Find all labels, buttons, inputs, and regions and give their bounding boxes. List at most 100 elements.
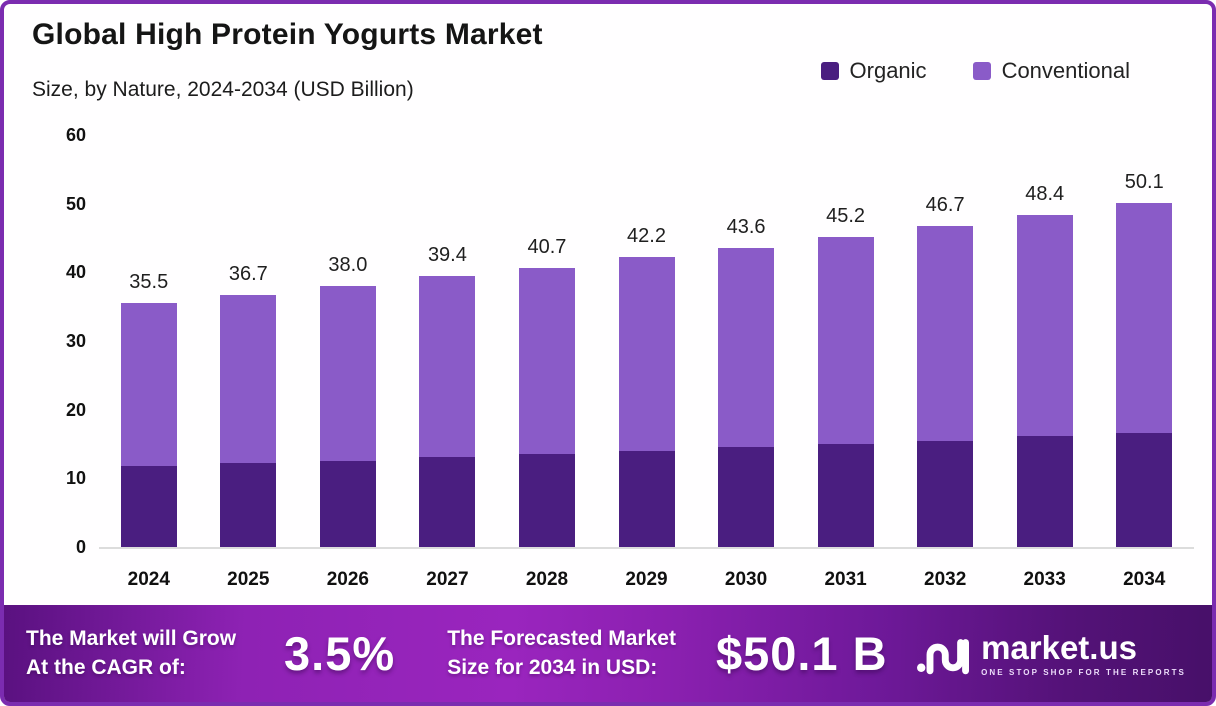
cagr-value: 3.5% (284, 627, 396, 680)
x-tick-label: 2032 (924, 569, 967, 590)
brand-text: market.us One Stop Shop For The Reports (981, 631, 1186, 677)
bar-segment-conventional (1116, 203, 1173, 433)
bar-total-label: 46.7 (925, 194, 965, 217)
x-tick-label: 2025 (227, 569, 270, 590)
legend-item-organic: Organic (820, 58, 927, 84)
bar-column: 38.0 (298, 137, 398, 547)
x-tick-label: 2033 (1023, 569, 1066, 590)
brand-logo: market.us One Stop Shop For The Reports (917, 631, 1186, 677)
bar-segment-conventional (817, 236, 874, 444)
bar-segment-conventional (718, 247, 775, 448)
bar-segment-organic (419, 457, 476, 547)
y-tick-label: 60 (65, 125, 86, 145)
legend-label-conventional: Conventional (1001, 58, 1130, 83)
forecast-label: The Forecasted Market Size for 2034 in U… (447, 625, 676, 683)
bar-column: 40.7 (497, 137, 597, 547)
cagr-label: The Market will Grow At the CAGR of: (26, 625, 236, 683)
bar-segment-organic (917, 440, 974, 547)
bar-column: 45.2 (796, 137, 896, 547)
bar-segment-conventional (419, 276, 476, 457)
footer-banner: The Market will Grow At the CAGR of: 3.5… (4, 605, 1212, 702)
legend: Organic Conventional (820, 58, 1130, 84)
forecast-label-line2: Size for 2034 in USD: (447, 655, 658, 679)
bar-stack (817, 236, 874, 547)
x-axis: 2024 2025 2026 2027 2028 2029 2030 2031 2032 2033… (99, 569, 1194, 591)
x-tick-label: 2031 (824, 569, 867, 590)
x-tick-label: 2029 (625, 569, 668, 590)
bar-segment-conventional (917, 226, 974, 441)
bar-column: 35.5 (99, 137, 199, 547)
bar-segment-organic (518, 454, 575, 547)
legend-label-organic: Organic (849, 58, 927, 83)
legend-item-conventional: Conventional (972, 58, 1130, 84)
brand-name: market.us (981, 628, 1137, 666)
market-us-logo-icon (917, 638, 970, 674)
x-tick-label: 2026 (326, 569, 369, 590)
bar-segment-organic (1116, 433, 1173, 547)
bar-total-label: 38.0 (328, 254, 368, 277)
bar-segment-organic (618, 450, 675, 547)
y-tick-label: 20 (65, 399, 86, 420)
bar-stack (1116, 203, 1173, 547)
stacked-bar-chart: 60 50 40 30 20 10 0 35.5 36.7 38.0 39.4 40.7 42.2 43… (4, 114, 1212, 614)
x-tick-label: 2024 (127, 569, 170, 590)
bar-column: 39.4 (398, 137, 498, 547)
bar-total-label: 36.7 (228, 263, 268, 286)
x-tick-label: 2028 (525, 569, 569, 590)
bar-column: 48.4 (995, 137, 1095, 547)
bar-segment-conventional (518, 267, 575, 455)
x-tick-label: 2027 (426, 569, 469, 590)
bar-segment-conventional (120, 303, 177, 466)
bar-stack (718, 247, 775, 547)
x-tick-label: 2034 (1123, 569, 1166, 590)
bar-total-label: 43.6 (726, 215, 766, 238)
bar-segment-organic (1016, 436, 1073, 547)
bar-total-label: 40.7 (527, 235, 567, 258)
bar-total-label: 35.5 (129, 271, 169, 294)
page-subtitle: Size, by Nature, 2024-2034 (USD Billion) (32, 78, 414, 101)
bar-segment-organic (220, 463, 277, 547)
bar-total-label: 50.1 (1124, 171, 1164, 193)
bar-total-label: 39.4 (427, 244, 467, 267)
forecast-value: $50.1 B (715, 627, 888, 680)
bar-stack (419, 276, 476, 547)
bar-column: 36.7 (199, 137, 299, 547)
bars-container: 35.5 36.7 38.0 39.4 40.7 42.2 43.6 45.2 46.7 48.4… (99, 137, 1194, 547)
bar-stack (518, 267, 575, 547)
bar-stack (917, 226, 974, 547)
bar-segment-conventional (618, 257, 675, 451)
y-tick-label: 50 (65, 193, 86, 214)
bar-segment-conventional (319, 286, 376, 461)
bar-segment-conventional (220, 295, 277, 464)
conventional-swatch-icon (972, 62, 991, 80)
cagr-label-line2: At the CAGR of: (26, 655, 186, 679)
y-tick-label: 10 (65, 468, 86, 489)
bar-column: 42.2 (597, 137, 697, 547)
y-tick-label: 30 (65, 331, 86, 351)
bar-segment-organic (120, 466, 177, 547)
bar-stack (220, 295, 277, 547)
bar-segment-conventional (1016, 214, 1073, 437)
organic-swatch-icon (820, 62, 839, 80)
plot-area: 60 50 40 30 20 10 0 35.5 36.7 38.0 39.4 40.7 42.2 43… (66, 125, 1194, 557)
bar-total-label: 42.2 (627, 225, 666, 248)
x-tick-label: 2030 (724, 569, 768, 590)
forecast-label-line1: The Forecasted Market (447, 626, 676, 650)
page-title: Global High Protein Yogurts Market (32, 18, 543, 51)
bar-segment-organic (319, 460, 376, 547)
bar-column: 46.7 (895, 137, 995, 547)
bar-total-label: 48.4 (1025, 182, 1065, 205)
bar-segment-organic (817, 444, 874, 547)
y-tick-label: 0 (75, 537, 86, 557)
bar-stack (319, 286, 376, 547)
bar-column: 50.1 (1094, 137, 1194, 547)
bar-total-label: 45.2 (826, 204, 866, 227)
bar-stack (1016, 214, 1073, 547)
y-tick-label: 40 (65, 262, 86, 283)
bar-stack (618, 257, 675, 547)
bar-stack (120, 303, 177, 547)
bar-column: 43.6 (696, 137, 796, 547)
cagr-label-line1: The Market will Grow (26, 626, 237, 650)
brand-tagline: One Stop Shop For The Reports (981, 667, 1186, 677)
